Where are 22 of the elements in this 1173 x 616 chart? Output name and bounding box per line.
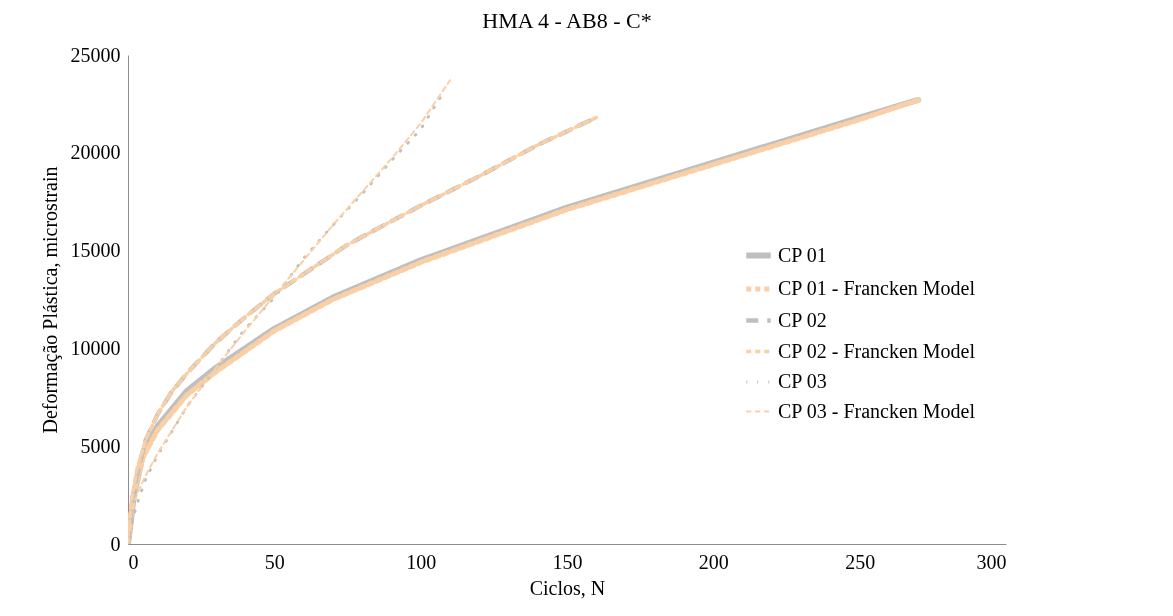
y-axis-title: Deformação Plástica, microstrain (38, 166, 62, 434)
legend-label: CP 02 - Francken Model (778, 339, 976, 362)
y-tick-label: 5000 (80, 434, 121, 457)
y-tick-label: 20000 (70, 141, 121, 164)
legend-label: CP 01 - Francken Model (778, 277, 976, 299)
x-tick-label: 50 (264, 550, 285, 573)
x-tick-label: 200 (698, 550, 729, 573)
x-tick-label: 0 (128, 550, 139, 573)
legend-label: CP 01 (778, 243, 827, 266)
x-tick-label: 300 (976, 550, 1007, 573)
y-tick-label: 25000 (70, 43, 121, 66)
chart-title: HMA 4 - AB8 - C* (482, 8, 652, 33)
x-axis-title: Ciclos, N (529, 576, 606, 599)
legend-label: CP 03 - Francken Model (778, 399, 976, 422)
y-tick-label: 10000 (70, 336, 121, 359)
y-tick-label: 15000 (70, 239, 121, 262)
legend-label: CP 03 (778, 370, 827, 392)
x-tick-label: 150 (552, 550, 583, 573)
y-tick-label: 0 (110, 532, 121, 555)
x-tick-label: 250 (845, 550, 876, 573)
legend-label: CP 02 (778, 308, 827, 331)
x-tick-label: 100 (406, 550, 437, 573)
